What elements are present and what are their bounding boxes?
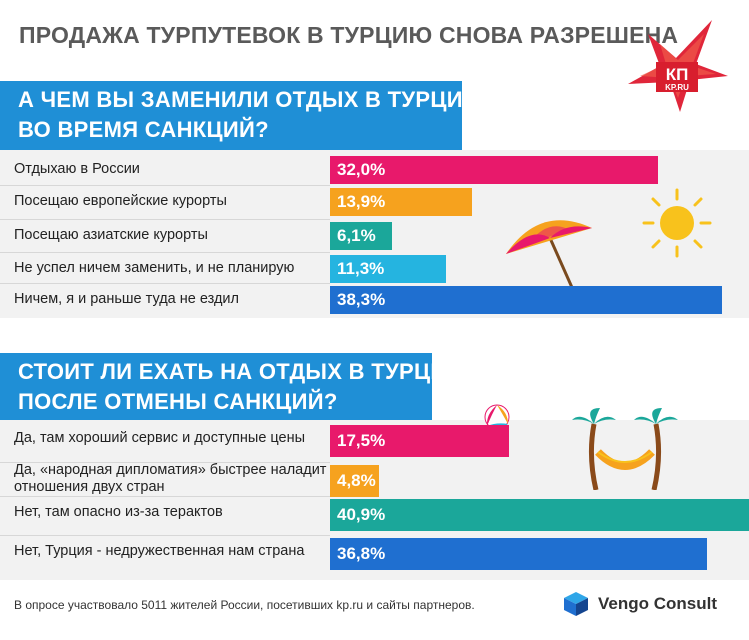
chart-1-value-label: 32,0% [337,160,386,179]
question-2-banner: СТОИТ ЛИ ЕХАТЬ НА ОТДЫХ В ТУРЦИЮ ПОСЛЕ О… [0,353,470,423]
chart-2-value-label: 17,5% [337,431,386,450]
chart-1-row-separator [0,185,330,186]
question-1-line-2: ВО ВРЕМЯ САНКЦИЙ? [18,117,269,142]
chart-1-bar [330,286,722,314]
chart-1-category-label: Отдыхаю в России [14,161,140,177]
chart-2-bar [330,465,379,497]
chart-1-value-label: 11,3% [337,259,385,278]
chart-1-bar [330,156,658,184]
chart-1-category-label: Ничем, я и раньше туда не ездил [14,291,239,307]
chart-1-category-label: Посещаю европейские курорты [14,193,227,209]
chart-1-bar [330,222,392,250]
question-1-line-1: А ЧЕМ ВЫ ЗАМЕНИЛИ ОТДЫХ В ТУРЦИИ [18,87,479,112]
chart-2-row-separator [0,535,330,536]
chart-2-category-label: Нет, там опасно из-за терактов [14,504,223,520]
chart-1-row-separator [0,219,330,220]
chart-1-value-label: 6,1% [337,226,376,245]
chart-1-bar [330,188,472,216]
main-title: ПРОДАЖА ТУРПУТЕВОК В ТУРЦИЮ СНОВА РАЗРЕШ… [19,22,679,48]
chart-1-category-label: Посещаю азиатские курорты [14,227,208,243]
chart-2-category-label: Нет, Турция - недружественная нам страна [14,543,305,559]
chart-2-category-label: отношения двух стран [14,479,165,495]
chart-2-bar [330,538,707,570]
chart-1-row-separator [0,252,330,253]
question-2-line-2: ПОСЛЕ ОТМЕНЫ САНКЦИЙ? [18,389,338,414]
vengo-cube-icon [564,592,588,616]
chart-1-value-label: 13,9% [337,192,386,211]
chart-1-row-separator [0,283,330,284]
palm-hammock-icon [572,408,678,490]
sun-icon [642,188,712,258]
chart-1-category-label: Не успел ничем заменить, и не планирую [14,260,295,276]
question-2-line-1: СТОИТ ЛИ ЕХАТЬ НА ОТДЫХ В ТУРЦИЮ [18,359,470,384]
brand-name: Vengo Consult [598,594,717,613]
question-1-banner: А ЧЕМ ВЫ ЗАМЕНИЛИ ОТДЫХ В ТУРЦИИ ВО ВРЕМ… [0,81,479,151]
chart-2-value-label: 40,9% [337,505,386,524]
chart-2-value-label: 36,8% [337,544,386,563]
footnote: В опросе участвовало 5011 жителей России… [14,598,475,612]
chart-2-value-label: 4,8% [337,471,376,490]
chart-2-bar [330,499,749,531]
chart-1-bar [330,255,446,283]
kp-star-logo: КП KP.RU [628,20,728,112]
chart-2-row-separator [0,462,330,463]
chart-2-category-label: Да, «народная дипломатия» быстрее налади… [14,462,327,478]
beach-umbrella-icon [506,220,592,293]
kp-logo-sub: KP.RU [665,83,689,92]
kp-logo-text: КП [666,65,689,84]
chart-1-value-label: 38,3% [337,290,386,309]
chart-2-category-label: Да, там хороший сервис и доступные цены [14,430,306,446]
chart-2-bar [330,425,509,457]
beach-ball-icon [484,404,510,430]
chart-2-row-separator [0,496,330,497]
